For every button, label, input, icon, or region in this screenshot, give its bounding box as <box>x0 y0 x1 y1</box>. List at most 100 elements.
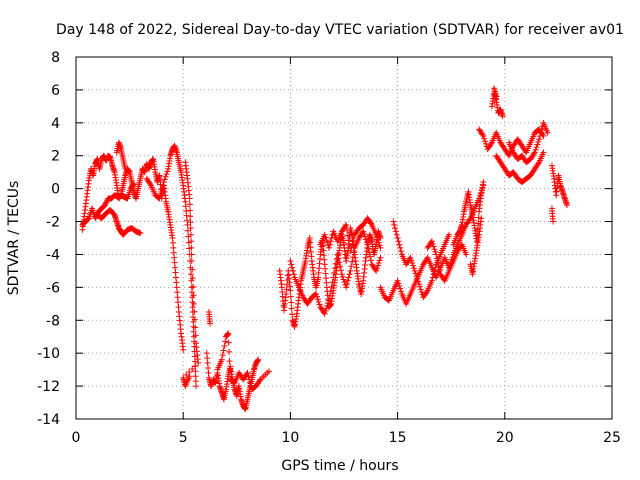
data-point-marker <box>531 149 538 156</box>
data-point-marker <box>184 227 191 234</box>
data-point-marker <box>326 292 333 299</box>
y-tick-label: -10 <box>37 346 60 362</box>
data-point-marker <box>325 297 332 304</box>
data-point-marker <box>336 259 343 266</box>
data-point-marker <box>432 264 439 271</box>
data-point-marker <box>289 311 296 318</box>
data-point-marker <box>101 202 108 209</box>
y-axis-label: SDTVAR / TECUs <box>6 181 22 296</box>
data-point-marker <box>373 231 380 238</box>
data-point-marker <box>393 231 400 238</box>
data-point-marker <box>332 260 339 267</box>
data-point-marker <box>189 266 196 273</box>
y-tick-label: -14 <box>37 412 60 428</box>
data-point-marker <box>348 263 355 270</box>
data-point-marker <box>193 383 200 390</box>
data-point-marker <box>190 300 197 307</box>
data-point-marker <box>396 241 403 248</box>
data-point-marker <box>374 265 381 272</box>
data-point-marker <box>411 267 418 274</box>
data-point-marker <box>335 255 342 262</box>
data-point-marker <box>544 129 551 136</box>
data-point-marker <box>287 293 294 300</box>
data-point-marker <box>479 131 486 138</box>
data-point-marker <box>488 140 495 147</box>
data-point-marker <box>349 241 356 248</box>
data-point-marker <box>432 248 439 255</box>
data-point-marker <box>313 290 320 297</box>
data-points <box>79 85 570 413</box>
y-tick-label: -6 <box>46 280 60 296</box>
data-point-marker <box>375 260 382 267</box>
data-point-marker <box>344 227 351 234</box>
data-point-marker <box>431 267 438 274</box>
data-point-marker <box>428 277 435 284</box>
data-point-marker <box>410 262 417 269</box>
data-point-marker <box>323 236 330 243</box>
y-tick-labels: -14 -12 -10 -8 -6 -4 -2 0 2 4 6 8 <box>37 50 60 428</box>
data-point-marker <box>350 254 357 261</box>
data-point-marker <box>130 181 137 188</box>
data-point-marker <box>191 308 198 315</box>
data-point-marker <box>493 93 500 100</box>
data-point-marker <box>398 248 405 255</box>
data-point-marker <box>391 221 398 228</box>
data-point-marker <box>409 260 416 267</box>
data-point-marker <box>416 283 423 290</box>
data-point-marker <box>390 218 397 225</box>
data-point-marker <box>412 270 419 277</box>
data-point-marker <box>187 219 194 226</box>
data-point-marker <box>374 234 381 241</box>
data-point-marker <box>288 305 295 312</box>
data-point-marker <box>287 287 294 294</box>
data-point-marker <box>534 141 541 148</box>
data-point-marker <box>256 377 263 384</box>
data-point-marker <box>430 271 437 278</box>
data-point-marker <box>362 236 369 243</box>
data-point-marker <box>244 369 251 376</box>
data-point-marker <box>321 231 328 238</box>
data-point-marker <box>190 292 197 299</box>
data-point-marker <box>480 132 487 139</box>
data-point-marker <box>192 332 199 339</box>
data-point-marker <box>188 258 195 265</box>
data-point-marker <box>184 221 191 228</box>
data-point-marker <box>102 200 109 207</box>
data-point-marker <box>563 202 570 209</box>
data-point-marker <box>180 346 187 353</box>
data-point-marker <box>394 277 401 284</box>
data-point-marker <box>189 275 196 282</box>
data-point-marker <box>226 348 233 355</box>
data-point-marker <box>410 265 417 272</box>
data-point-marker <box>340 276 347 283</box>
y-tick-label: -4 <box>46 247 60 263</box>
data-point-marker <box>156 195 163 202</box>
y-tick-label: 8 <box>51 50 60 66</box>
data-point-marker <box>344 232 351 239</box>
data-point-marker <box>538 126 545 133</box>
data-point-marker <box>361 231 368 238</box>
y-tick-label: 6 <box>51 83 60 99</box>
data-point-marker <box>535 160 542 167</box>
data-point-marker <box>392 225 399 232</box>
data-point-marker <box>540 149 547 156</box>
data-point-marker <box>337 267 344 274</box>
data-point-marker <box>222 338 229 345</box>
data-point-marker <box>430 243 437 250</box>
data-point-marker <box>331 265 338 272</box>
data-point-marker <box>313 293 320 300</box>
data-point-marker <box>195 360 202 367</box>
data-point-marker <box>147 181 154 188</box>
data-point-marker <box>85 215 92 222</box>
data-point-marker <box>324 302 331 309</box>
data-point-marker <box>533 144 540 151</box>
x-tick-label: 20 <box>496 430 514 446</box>
data-point-marker <box>322 234 329 241</box>
data-point-marker <box>392 228 399 235</box>
data-point-marker <box>218 356 225 363</box>
data-point-marker <box>435 263 442 270</box>
data-point-marker <box>137 230 144 237</box>
data-point-marker <box>360 228 367 235</box>
